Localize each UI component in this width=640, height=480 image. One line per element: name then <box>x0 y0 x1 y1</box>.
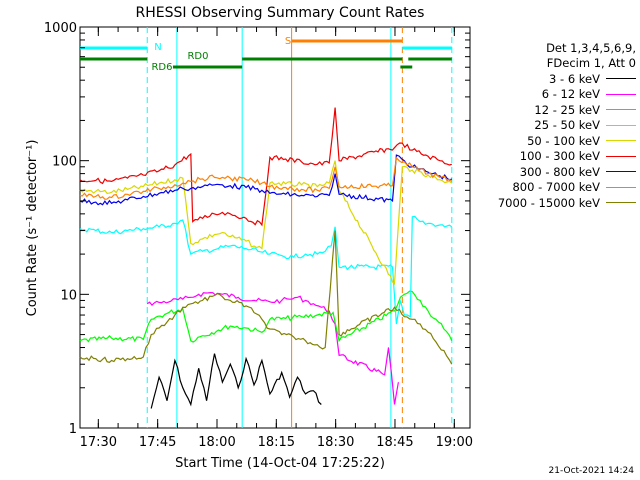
legend-entry: 12 - 25 keV <box>476 102 636 118</box>
legend-entry-label: 800 - 7000 keV <box>512 180 600 195</box>
legend-swatch <box>606 186 636 188</box>
x-tick-label: 17:45 <box>139 435 176 450</box>
state-bar-label: S <box>285 36 291 47</box>
timestamp-footer: 21-Oct-2021 14:24 <box>548 466 634 476</box>
series-group <box>79 107 453 409</box>
legend-entry: 300 - 800 keV <box>476 164 636 180</box>
axes: 1 10 100 1000 17:30 17:45 18:00 18:15 18:30 18:45… <box>44 21 473 450</box>
legend-entry: 100 - 300 keV <box>476 149 636 165</box>
legend-entry-label: 25 - 50 keV <box>534 118 600 133</box>
legend-swatch <box>606 171 636 173</box>
legend: Det 1,3,4,5,6,9, FDecim 1, Att 0 3 - 6 k… <box>476 40 636 211</box>
y-tick-label: 1000 <box>44 21 77 36</box>
legend-swatch <box>606 124 636 126</box>
state-bar-label: RD0 <box>187 51 208 62</box>
legend-entry: 800 - 7000 keV <box>476 180 636 196</box>
chart-title: RHESSI Observing Summary Count Rates <box>136 5 425 21</box>
legend-swatch <box>606 202 636 204</box>
x-tick-label: 18:30 <box>317 435 354 450</box>
x-tick-label: 18:00 <box>198 435 235 450</box>
series-line <box>79 160 453 285</box>
state-bar-label: N <box>154 42 161 53</box>
x-tick-label: 18:15 <box>258 435 295 450</box>
legend-entry-label: 100 - 300 keV <box>519 149 600 164</box>
legend-swatch <box>606 109 636 111</box>
legend-items: 3 - 6 keV 6 - 12 keV 12 - 25 keV 25 - 50 ke… <box>476 71 636 211</box>
legend-entry-label: 6 - 12 keV <box>541 87 600 102</box>
x-tick-label: 17:30 <box>80 435 117 450</box>
plot-frame <box>79 26 471 429</box>
x-tick-label: 19:00 <box>436 435 473 450</box>
legend-entry: 6 - 12 keV <box>476 87 636 103</box>
legend-swatch <box>606 155 636 157</box>
legend-swatch <box>606 78 636 80</box>
series-line <box>79 230 453 365</box>
legend-entry: 25 - 50 keV <box>476 118 636 134</box>
legend-entry: 3 - 6 keV <box>476 71 636 87</box>
y-tick-label: 10 <box>60 288 77 303</box>
vertical-markers <box>146 27 453 428</box>
legend-entry-label: 7000 - 15000 keV <box>497 195 600 210</box>
state-bar-label: RD6 <box>151 62 172 73</box>
legend-entry: 50 - 100 keV <box>476 133 636 149</box>
legend-entry-label: 12 - 25 keV <box>534 102 600 117</box>
legend-header-line-1: Det 1,3,4,5,6,9, <box>546 40 636 55</box>
y-axis-label: Count Rate (s⁻¹ detector⁻¹) <box>25 140 40 317</box>
legend-swatch <box>606 140 636 142</box>
y-tick-label: 100 <box>52 155 77 170</box>
legend-entry-label: 50 - 100 keV <box>527 133 600 148</box>
x-axis-label: Start Time (14-Oct-04 17:25:22) <box>175 456 385 471</box>
x-tick-label: 18:45 <box>376 435 413 450</box>
legend-entry-label: 300 - 800 keV <box>519 164 600 179</box>
legend-entry: 7000 - 15000 keV <box>476 195 636 211</box>
legend-swatch <box>606 93 636 95</box>
series-line <box>150 353 322 409</box>
series-line <box>79 154 453 206</box>
plot-border <box>79 26 471 429</box>
legend-entry-label: 3 - 6 keV <box>549 71 600 86</box>
legend-header-line-2: FDecim 1, Att 0 <box>546 56 636 71</box>
series-line <box>79 290 453 343</box>
y-tick-label: 1 <box>69 422 77 437</box>
series-line <box>79 156 453 200</box>
state-bars: N S RD0 RD6 <box>80 36 452 73</box>
series-line <box>146 291 399 405</box>
series-line <box>79 107 452 227</box>
